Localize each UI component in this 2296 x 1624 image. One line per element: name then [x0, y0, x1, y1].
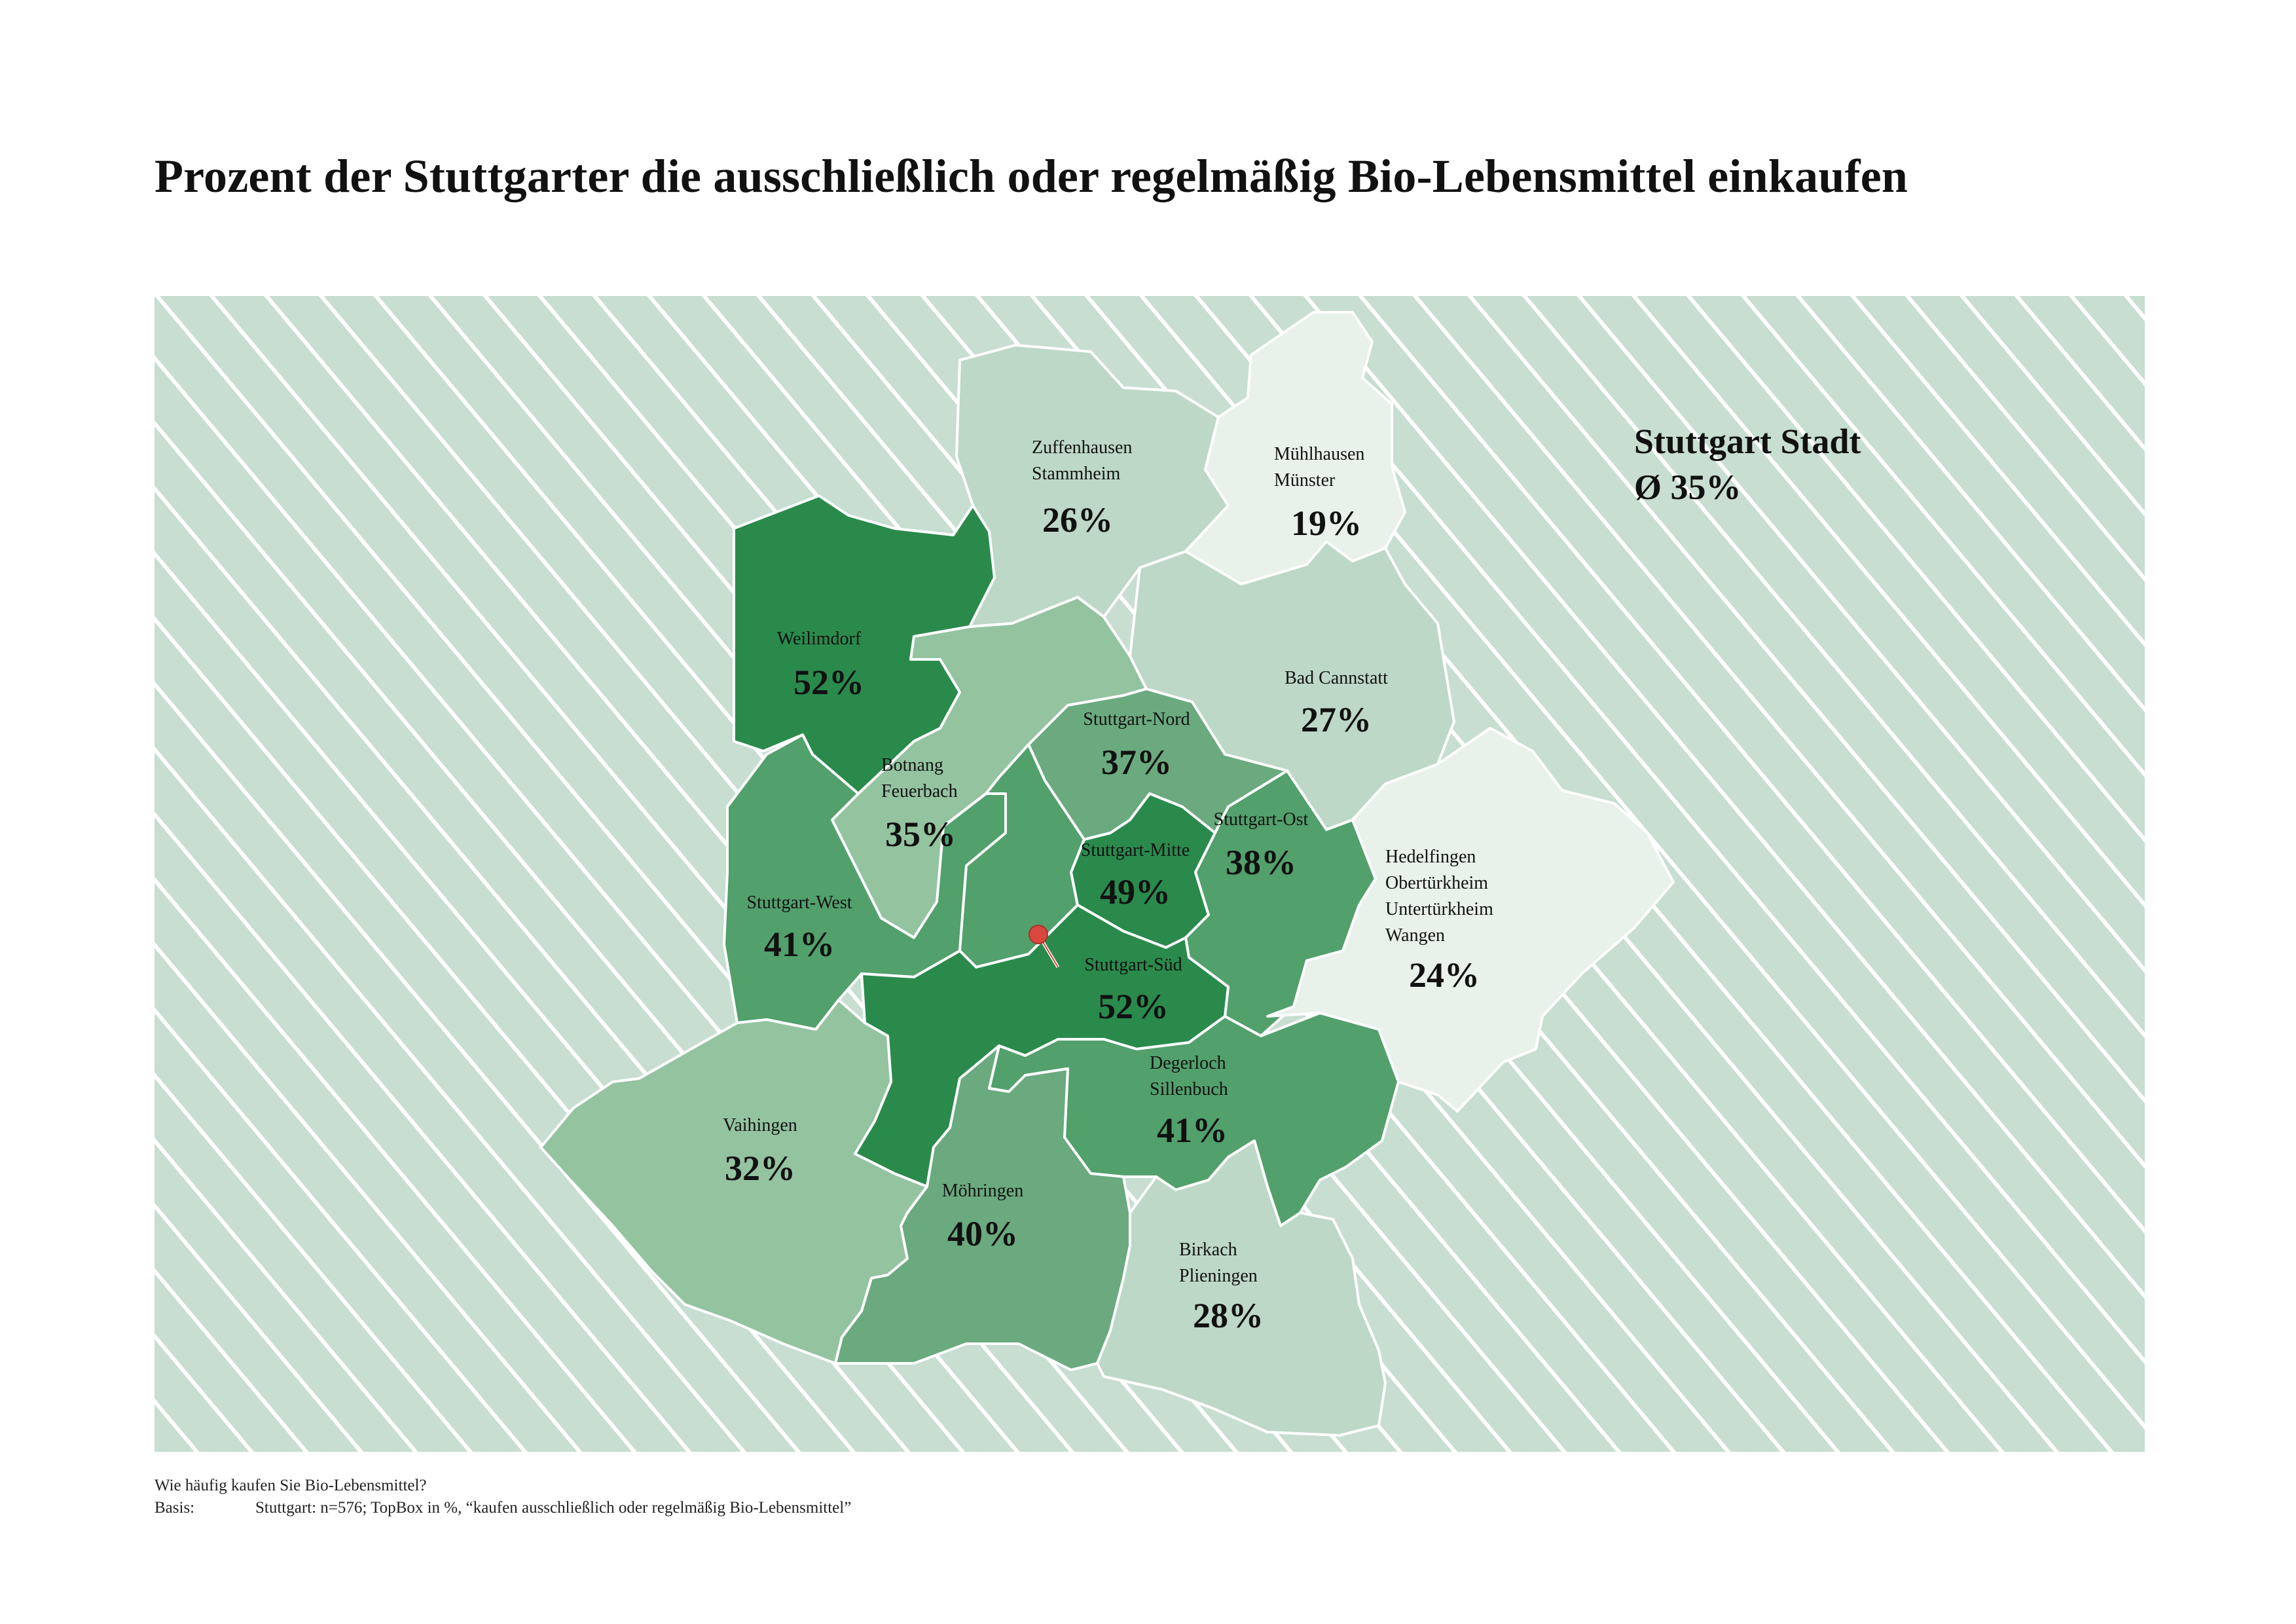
- survey-question: Wie häufig kaufen Sie Bio-Lebensmittel?: [155, 1477, 427, 1494]
- label-stuttgart-mitte: Stuttgart-Mitte 49%: [1081, 840, 1190, 912]
- svg-text:Stuttgart-Nord: Stuttgart-Nord: [1083, 709, 1190, 729]
- svg-text:52%: 52%: [793, 663, 864, 702]
- summary-heading: Stuttgart Stadt: [1634, 422, 1861, 461]
- svg-text:Stuttgart-Mitte: Stuttgart-Mitte: [1081, 840, 1190, 860]
- label-stuttgart-nord: Stuttgart-Nord 37%: [1083, 709, 1190, 782]
- label-birkach: Birkach Plieningen 28%: [1179, 1240, 1264, 1335]
- svg-text:40%: 40%: [947, 1214, 1018, 1253]
- label-botnang: Botnang Feuerbach 35%: [881, 755, 958, 854]
- svg-text:37%: 37%: [1101, 743, 1172, 782]
- svg-text:Stuttgart-Süd: Stuttgart-Süd: [1084, 955, 1182, 975]
- svg-text:Obertürkheim: Obertürkheim: [1385, 873, 1488, 893]
- label-stuttgart-west: Stuttgart-West 41%: [746, 893, 852, 964]
- district-birkach[interactable]: [1096, 1139, 1387, 1437]
- svg-text:Zuffenhausen: Zuffenhausen: [1032, 437, 1132, 458]
- svg-text:Vaihingen: Vaihingen: [723, 1115, 797, 1135]
- label-degerloch: Degerloch Sillenbuch 41%: [1150, 1053, 1228, 1150]
- district-moehringen[interactable]: [834, 1044, 1151, 1371]
- svg-text:Möhringen: Möhringen: [942, 1181, 1023, 1201]
- district-hedelfingen[interactable]: [1266, 727, 1675, 1113]
- label-bad-cannstatt: Bad Cannstatt 27%: [1285, 668, 1388, 739]
- label-weilimdorf: Weilimdorf 52%: [777, 629, 864, 702]
- basis-text: Stuttgart: n=576; TopBox in %, “kaufen a…: [255, 1499, 852, 1517]
- svg-text:Feuerbach: Feuerbach: [881, 781, 958, 802]
- svg-text:52%: 52%: [1098, 987, 1169, 1026]
- svg-text:Münster: Münster: [1274, 470, 1336, 490]
- svg-text:35%: 35%: [885, 815, 956, 854]
- label-stuttgart-ost: Stuttgart-Ost 38%: [1214, 809, 1309, 882]
- basis-label: Basis:: [155, 1499, 195, 1517]
- svg-text:Stuttgart-Ost: Stuttgart-Ost: [1214, 809, 1309, 830]
- svg-text:Stammheim: Stammheim: [1032, 464, 1121, 484]
- svg-text:32%: 32%: [725, 1149, 795, 1188]
- svg-text:27%: 27%: [1301, 700, 1372, 739]
- svg-text:24%: 24%: [1409, 955, 1480, 995]
- label-muehlhausen: Mühlhausen Münster 19%: [1274, 444, 1364, 543]
- summary-average: Ø 35%: [1634, 468, 1741, 507]
- svg-text:26%: 26%: [1042, 500, 1113, 540]
- svg-text:Plieningen: Plieningen: [1179, 1266, 1258, 1286]
- label-hedelfingen: Hedelfingen Obertürkheim Untertürkheim W…: [1385, 847, 1493, 995]
- footer-notes: Wie häufig kaufen Sie Bio-Lebensmittel? …: [155, 1475, 851, 1519]
- location-pin-icon: [1029, 925, 1060, 969]
- svg-text:28%: 28%: [1193, 1296, 1264, 1335]
- survey-basis: Basis: Stuttgart: n=576; TopBox in %, “ka…: [155, 1497, 851, 1519]
- svg-text:49%: 49%: [1100, 872, 1171, 912]
- label-zuffenhausen: Zuffenhausen Stammheim 26%: [1032, 437, 1132, 540]
- svg-text:Birkach: Birkach: [1179, 1240, 1237, 1260]
- svg-text:41%: 41%: [1157, 1111, 1228, 1150]
- map-frame: Stuttgart Stadt Ø 35% Zuffenhausen Stamm…: [155, 296, 2145, 1452]
- svg-text:Sillenbuch: Sillenbuch: [1150, 1079, 1228, 1099]
- svg-text:Mühlhausen: Mühlhausen: [1274, 444, 1364, 464]
- svg-text:38%: 38%: [1226, 843, 1296, 882]
- svg-text:Stuttgart-West: Stuttgart-West: [746, 893, 852, 913]
- svg-text:19%: 19%: [1291, 504, 1362, 543]
- district-stuttgart-ost[interactable]: [1184, 769, 1377, 1037]
- page-title: Prozent der Stuttgarter die ausschließli…: [155, 150, 1908, 202]
- svg-text:Hedelfingen: Hedelfingen: [1385, 847, 1476, 867]
- label-moehringen: Möhringen 40%: [942, 1181, 1023, 1253]
- label-vaihingen: Vaihingen 32%: [723, 1115, 797, 1188]
- svg-text:Wangen: Wangen: [1385, 925, 1445, 946]
- svg-text:Degerloch: Degerloch: [1150, 1053, 1226, 1073]
- label-stuttgart-sued: Stuttgart-Süd 52%: [1084, 955, 1182, 1026]
- svg-text:41%: 41%: [764, 925, 835, 964]
- stuttgart-map: Stuttgart Stadt Ø 35% Zuffenhausen Stamm…: [155, 296, 2145, 1452]
- svg-text:Weilimdorf: Weilimdorf: [777, 629, 862, 649]
- svg-text:Botnang: Botnang: [881, 755, 943, 775]
- svg-text:Bad Cannstatt: Bad Cannstatt: [1285, 668, 1388, 688]
- svg-text:Untertürkheim: Untertürkheim: [1385, 899, 1493, 919]
